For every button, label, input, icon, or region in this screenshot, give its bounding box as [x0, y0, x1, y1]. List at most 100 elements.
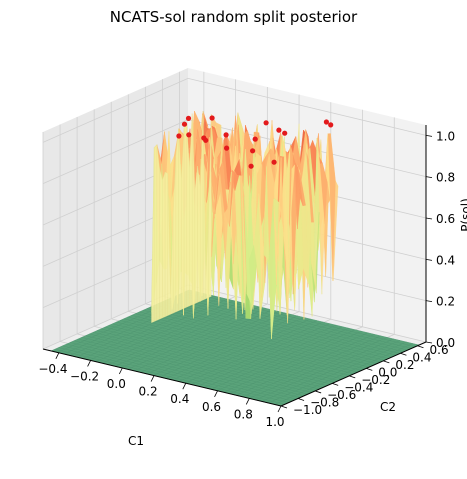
- y-tick-label-mark: [280, 405, 288, 409]
- data-point: [186, 132, 192, 138]
- data-point: [263, 120, 269, 126]
- surface-edge: [183, 123, 187, 309]
- y-tick-label-mark: [417, 345, 424, 349]
- y-tick-label: −0.2: [361, 373, 390, 387]
- data-point: [271, 159, 277, 165]
- data-point: [223, 132, 229, 138]
- floor-mesh-line: [89, 333, 320, 390]
- surface-edge: [208, 114, 212, 298]
- floor-mesh-line: [162, 301, 393, 358]
- x-tick-label-mark: [87, 360, 91, 367]
- x-tick-label: 0.6: [202, 400, 221, 414]
- x-tick-label: 0.2: [139, 385, 158, 399]
- data-point: [328, 122, 334, 128]
- x-tick-label-mark: [214, 390, 218, 397]
- y-tick-label-mark: [332, 383, 339, 386]
- data-point: [201, 135, 207, 141]
- y-tick-label: −0.6: [327, 388, 356, 402]
- y-tick-label: 0.4: [412, 350, 431, 364]
- y-tick-label-mark: [400, 352, 407, 356]
- data-point: [323, 119, 329, 125]
- floor-mesh-line: [73, 340, 305, 397]
- floor-mesh-line: [112, 323, 343, 380]
- floor-mesh-line: [58, 347, 289, 403]
- floor-mesh-line: [181, 293, 412, 349]
- x-axis-line: [42, 348, 282, 407]
- x-tick-label: −0.4: [38, 362, 67, 376]
- surface-patch: [273, 157, 282, 286]
- surface-edge: [194, 166, 198, 304]
- y-tick-label-mark: [314, 390, 322, 394]
- floor-mesh-line: [158, 303, 389, 359]
- left-pane: [43, 68, 188, 349]
- floor-mesh-line: [150, 306, 381, 363]
- y-tick-label: −0.8: [310, 396, 339, 410]
- y-tick-label-mark: [297, 398, 305, 401]
- gridline-z: [42, 77, 189, 143]
- z-tick-label: 0.4: [436, 253, 455, 267]
- x-tick-label: 0.0: [107, 377, 126, 391]
- data-point: [250, 148, 256, 154]
- floor-mesh-line: [173, 296, 404, 352]
- z-tick-label: 0.6: [436, 212, 455, 226]
- floor-mesh-line: [146, 308, 378, 364]
- x-tick-label: 1.0: [265, 415, 284, 429]
- floor-mesh-line: [66, 343, 297, 400]
- chart-title: NCATS-sol random split posterior: [109, 8, 358, 26]
- surface-edge: [197, 166, 201, 303]
- x-tick-label: 0.4: [170, 392, 189, 406]
- surface-edge: [159, 168, 163, 320]
- data-point: [224, 145, 230, 151]
- surface-edge: [175, 128, 179, 313]
- y-axis-line: [280, 341, 427, 407]
- floor-mesh-line: [177, 294, 408, 351]
- z-tick-label-mark: [425, 176, 433, 179]
- floor-mesh-line: [62, 345, 293, 402]
- floor-mesh-line: [116, 321, 347, 378]
- data-point: [248, 163, 254, 169]
- data-point: [176, 133, 182, 139]
- floor-mesh-line: [85, 335, 316, 391]
- posterior-surface: [151, 111, 339, 339]
- data-point: [252, 136, 258, 142]
- x-tick-label-mark: [245, 398, 250, 405]
- floor-mesh-line: [54, 349, 285, 405]
- data-point: [282, 130, 288, 136]
- floor-mesh-line: [131, 315, 362, 371]
- surface-edge: [164, 171, 168, 317]
- z-tick-label: 0.8: [436, 171, 455, 185]
- data-point: [181, 121, 188, 127]
- x-tick-label-mark: [277, 405, 282, 413]
- y-tick-label: −1.0: [293, 403, 322, 417]
- floor-mesh-line: [108, 325, 339, 381]
- axis-lines: [42, 125, 427, 407]
- y-tick-label: 0.2: [395, 358, 414, 372]
- z-tick-label-mark: [425, 134, 433, 137]
- y-axis-label: C2: [380, 400, 396, 414]
- x-axis-label: C1: [128, 434, 144, 448]
- gridline-z: [42, 119, 189, 185]
- floor-mesh-line: [154, 304, 385, 361]
- floor-mesh-line: [96, 330, 328, 386]
- tick-labels: −0.4−0.20.00.20.40.60.81.0−1.0−0.8−0.6−0…: [38, 129, 455, 429]
- z-tick-label-mark: [425, 217, 433, 220]
- surface-edge: [154, 144, 158, 322]
- floor-mesh-line: [104, 326, 335, 383]
- data-points: [176, 115, 334, 169]
- floor-mesh-line: [135, 313, 366, 369]
- z-tick-label: 0.0: [436, 336, 455, 350]
- y-tick-label: 0.0: [378, 365, 397, 379]
- x-tick-label-mark: [118, 367, 123, 375]
- x-tick-label-mark: [55, 352, 60, 359]
- z-tick-label-mark: [425, 341, 433, 344]
- floor-mesh-line: [70, 342, 301, 398]
- gridline-z: [187, 77, 427, 136]
- y-tick-label-mark: [349, 375, 356, 379]
- floor-mesh-line: [77, 338, 308, 395]
- floor-mesh-line: [100, 328, 331, 385]
- floor-mesh-line: [139, 311, 370, 368]
- x-tick-label: 0.8: [234, 407, 253, 421]
- floor-mesh-line: [166, 299, 397, 356]
- x-tick-label: −0.2: [70, 369, 99, 383]
